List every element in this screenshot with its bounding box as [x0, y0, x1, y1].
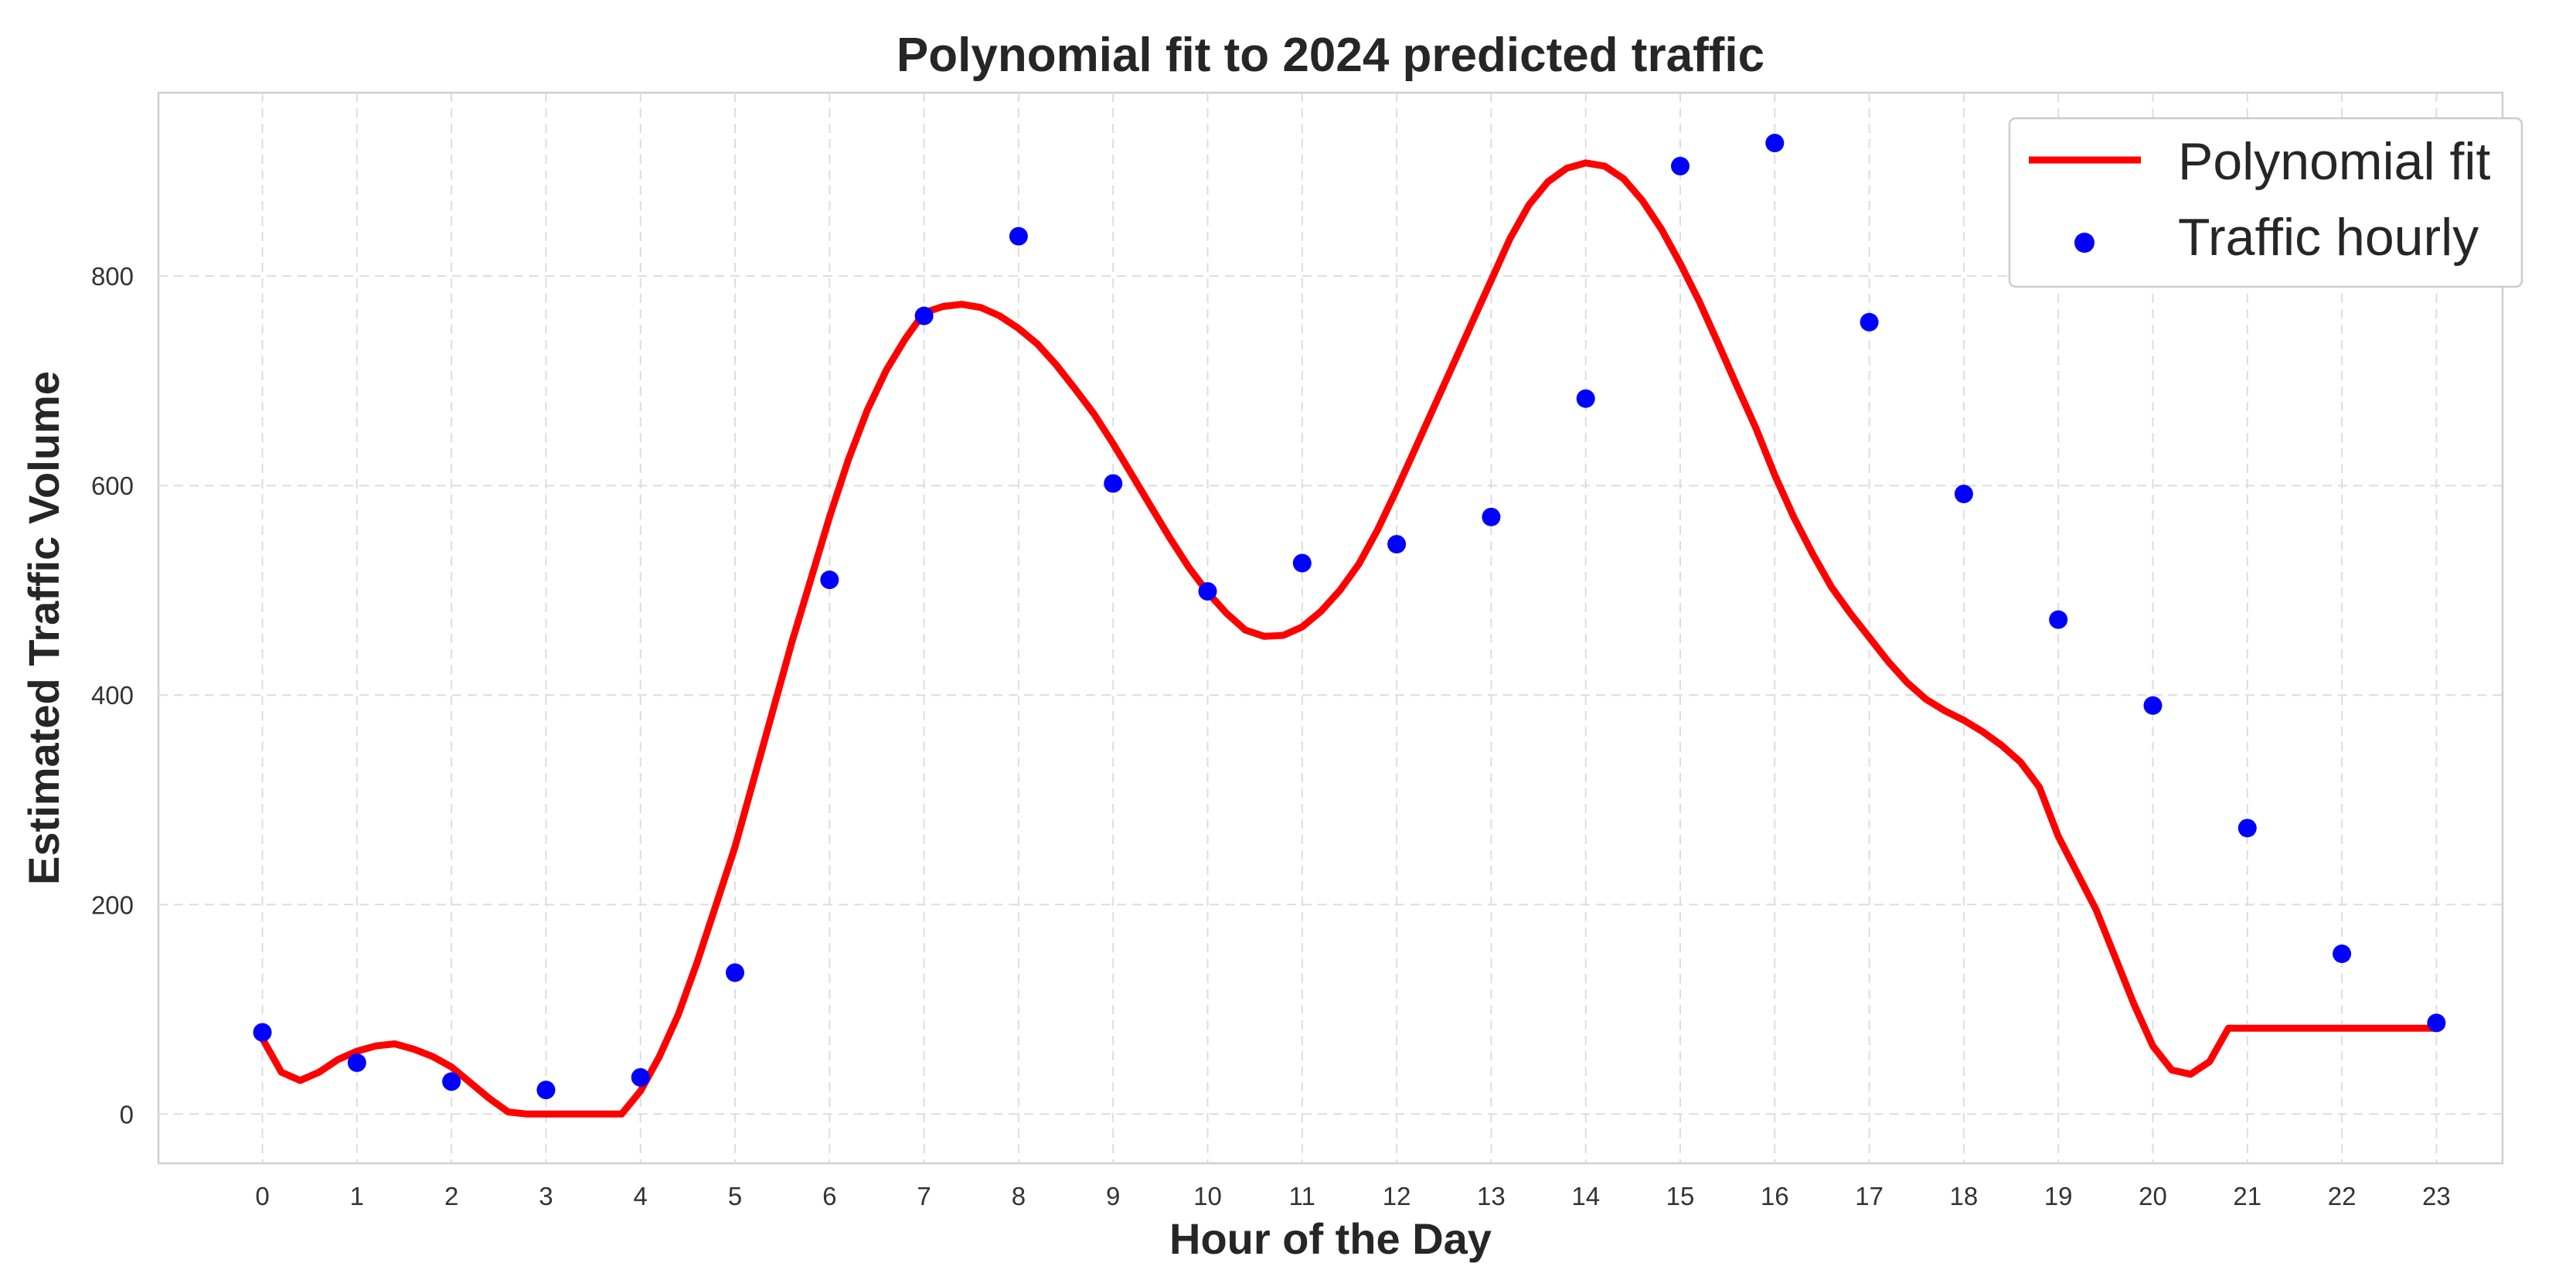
x-tick-label: 11: [1289, 1182, 1315, 1210]
traffic-hourly-point: [820, 570, 839, 590]
traffic-hourly-point: [2427, 1013, 2446, 1033]
traffic-hourly-point: [442, 1072, 461, 1091]
legend-label-polynomial-fit: Polynomial fit: [2178, 132, 2490, 191]
traffic-hourly-point: [1198, 582, 1217, 601]
polynomial-fit-line: [259, 159, 2440, 1118]
legend-marker-swatch: [2074, 233, 2094, 253]
x-tick-label: 8: [1012, 1182, 1026, 1210]
traffic-hourly-point: [1576, 389, 1595, 408]
traffic-hourly-point: [1387, 535, 1407, 554]
x-tick-label: 17: [1855, 1182, 1884, 1210]
y-tick-label: 800: [91, 262, 134, 291]
traffic-hourly-point: [1860, 312, 1879, 332]
traffic-hourly-point: [347, 1053, 366, 1072]
y-tick-label: 200: [91, 890, 134, 919]
x-tick-label: 20: [2139, 1182, 2167, 1210]
x-tick-label: 2: [444, 1182, 458, 1210]
traffic-hourly-point: [1671, 156, 1690, 175]
x-tick-label: 21: [2233, 1182, 2261, 1210]
y-axis-ticks: 0 200 400 600 800: [91, 262, 134, 1129]
x-tick-label: 14: [1571, 1182, 1600, 1210]
x-tick-label: 7: [917, 1182, 931, 1210]
traffic-hourly-point: [914, 306, 934, 325]
series-layer: [253, 134, 2446, 1118]
traffic-hourly-point: [1765, 134, 1785, 153]
x-tick-label: 4: [634, 1182, 648, 1210]
traffic-hourly-point: [631, 1067, 650, 1087]
y-tick-label: 0: [120, 1100, 134, 1129]
traffic-hourly-point: [1009, 226, 1028, 246]
traffic-hourly-point: [1482, 507, 1501, 526]
traffic-hourly-point: [536, 1081, 556, 1100]
traffic-hourly-point: [2333, 944, 2352, 963]
traffic-hourly-point: [2049, 610, 2068, 629]
y-tick-label: 600: [91, 471, 134, 500]
traffic-hourly-point: [2237, 819, 2257, 838]
traffic-hourly-point: [1954, 485, 1973, 504]
traffic-hourly-point: [253, 1023, 272, 1042]
x-tick-label: 12: [1383, 1182, 1411, 1210]
x-tick-label: 22: [2328, 1182, 2357, 1210]
x-tick-label: 19: [2044, 1182, 2073, 1210]
traffic-hourly-point: [1292, 553, 1312, 573]
x-axis-ticks: 0 1 2 3 4 5 6 7 8 9 10 11 12 13 14 15 16 17 18 19 20 21 22 23: [255, 1182, 2450, 1210]
traffic-hourly-point: [726, 963, 745, 982]
x-tick-label: 10: [1193, 1182, 1222, 1210]
y-axis-label: Estimated Traffic Volume: [19, 371, 68, 885]
x-axis-label: Hour of the Day: [1169, 1214, 1492, 1263]
chart-title: Polynomial fit to 2024 predicted traffic: [897, 29, 1764, 82]
x-tick-label: 6: [822, 1182, 836, 1210]
x-tick-label: 9: [1106, 1182, 1120, 1210]
x-tick-label: 13: [1477, 1182, 1506, 1210]
x-tick-label: 3: [539, 1182, 553, 1210]
x-tick-label: 16: [1761, 1182, 1789, 1210]
legend-label-traffic-hourly: Traffic hourly: [2178, 208, 2479, 267]
x-tick-label: 0: [255, 1182, 269, 1210]
y-tick-label: 400: [91, 681, 134, 710]
traffic-hourly-point: [1104, 474, 1123, 493]
x-tick-label: 23: [2422, 1182, 2451, 1210]
legend: Polynomial fit Traffic hourly: [2008, 117, 2523, 288]
x-tick-label: 18: [1950, 1182, 1979, 1210]
x-tick-label: 5: [728, 1182, 742, 1210]
x-tick-label: 15: [1666, 1182, 1695, 1210]
x-tick-label: 1: [350, 1182, 364, 1210]
traffic-hourly-point: [2143, 696, 2163, 715]
